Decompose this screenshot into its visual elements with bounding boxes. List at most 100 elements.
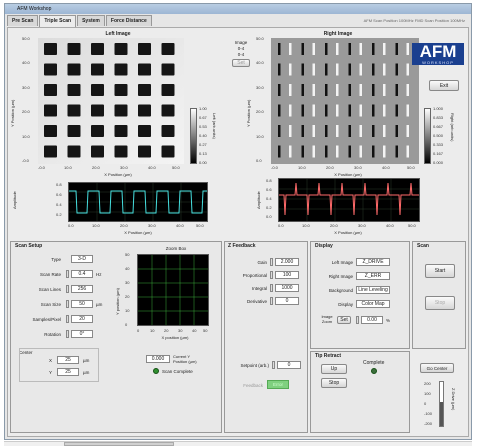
colorbar-tick: 1.000 <box>433 106 444 111</box>
rotation-stepper[interactable] <box>66 330 69 338</box>
samples-pixel-input[interactable]: 20 <box>71 315 93 323</box>
right-image-edge-dark <box>348 125 351 137</box>
left-image-select-label: Left Image <box>331 260 353 265</box>
colorbar-tick: 0.00 <box>199 160 207 165</box>
setpoint-stepper[interactable] <box>272 361 275 369</box>
left-image-yticks: 50.0 40.0 30.0 20.0 10.0 -0.0 <box>22 36 34 168</box>
left-image-title: Left Image <box>105 31 131 37</box>
rotation-label: Rotation <box>44 332 61 337</box>
xtick: 0.0 <box>278 223 284 228</box>
scan-size-input[interactable]: 50 <box>71 300 93 308</box>
left-image-feature <box>67 125 81 137</box>
tab-triple-scan[interactable]: Triple Scan <box>39 15 77 27</box>
feedback-error-button[interactable]: Error <box>267 380 289 389</box>
horizontal-scrollbar[interactable] <box>4 441 472 446</box>
z-drive-label: Z Drive (µm) <box>451 388 456 411</box>
ytick: 0.4 <box>56 202 62 207</box>
scan-rate-stepper[interactable] <box>66 270 69 278</box>
right-image-edge-light <box>383 145 386 158</box>
right-image-edge-dark <box>395 104 398 117</box>
right-image-select[interactable]: Z_ERR <box>356 272 390 280</box>
right-image-edge-light <box>312 125 315 137</box>
exit-button[interactable]: Exit <box>429 80 459 91</box>
tab-force-distance[interactable]: Force Distance <box>105 15 152 26</box>
display-select[interactable]: Color Map <box>356 300 390 308</box>
background-select[interactable]: Line Leveling <box>356 286 390 294</box>
right-profile-yticks: 0.8 0.6 0.4 0.2 0.0 <box>266 178 276 224</box>
left-image-feature <box>67 145 81 158</box>
right-image-edge-dark <box>395 125 398 137</box>
tip-complete-label: Complete <box>363 360 385 366</box>
tip-up-button[interactable]: Up <box>321 364 347 374</box>
right-line-profile-svg <box>279 179 419 221</box>
derivative-stepper[interactable] <box>270 297 273 305</box>
start-button[interactable]: Start <box>425 264 455 278</box>
zoom-box-svg <box>138 255 208 325</box>
right-image-edge-light <box>359 145 362 158</box>
scan-lines-stepper[interactable] <box>66 285 69 293</box>
left-image-xticks: -0.0 10.0 20.0 30.0 40.0 50.0 <box>38 165 184 171</box>
ytick: 20 <box>125 294 130 299</box>
image-zoom-label: Image Zoom <box>321 314 333 324</box>
go-center-button[interactable]: Go Center <box>420 363 454 373</box>
zoom-xlabel: X position (µm) <box>161 335 189 340</box>
xtick: 50.0 <box>407 165 415 170</box>
image-zoom-set-button[interactable]: Set <box>337 316 351 324</box>
left-image-feature <box>91 43 104 55</box>
left-image-feature <box>44 145 57 158</box>
image-zoom-stepper[interactable] <box>356 316 359 324</box>
zoom-ylabel: Y position (µm) <box>115 288 120 316</box>
stop-button[interactable]: Stop <box>425 296 455 310</box>
right-image-edge-light <box>336 125 339 137</box>
scan-size-stepper[interactable] <box>66 300 69 308</box>
colorbar-tick: 0.67 <box>199 115 207 120</box>
proportional-stepper[interactable] <box>270 271 273 279</box>
proportional-label: Proportional <box>242 273 267 278</box>
image-zoom-input[interactable]: 0.00 <box>361 316 383 324</box>
display-select-label: Display <box>338 302 353 307</box>
proportional-input[interactable]: 100 <box>275 271 299 279</box>
tab-system[interactable]: System <box>77 15 105 26</box>
gain-input[interactable]: 2.000 <box>275 258 299 266</box>
image-index-set-button[interactable]: Set <box>232 59 250 67</box>
scan-lines-input[interactable]: 256 <box>71 285 93 293</box>
xtick: 50.0 <box>408 223 416 228</box>
integral-stepper[interactable] <box>270 284 273 292</box>
scan-rate-input[interactable]: 0.4 <box>71 270 93 278</box>
ytick: 50.0 <box>256 36 264 41</box>
colorbar-tick: 0.833 <box>433 115 444 120</box>
ytick: 0.2 <box>56 212 62 217</box>
xtick: 40.0 <box>176 223 184 228</box>
left-image-feature <box>91 84 104 96</box>
setpoint-input[interactable]: 0 <box>277 361 301 369</box>
left-image-feature <box>44 125 57 137</box>
right-image-edge-dark <box>278 145 281 158</box>
type-select[interactable]: 3-D <box>71 255 93 263</box>
zoom-box-plot[interactable] <box>137 254 209 326</box>
right-image-edge-dark <box>278 125 281 137</box>
integral-label: Integral <box>251 286 267 291</box>
gain-stepper[interactable] <box>270 258 273 266</box>
right-image-edge-light <box>406 63 409 76</box>
right-image-edge-dark <box>372 63 375 76</box>
integral-input[interactable]: 1000 <box>275 284 299 292</box>
right-image-edge-light <box>312 63 315 76</box>
samples-pixel-stepper[interactable] <box>66 315 69 323</box>
xtick: 10.0 <box>298 165 306 170</box>
tab-pre-scan[interactable]: Pre Scan <box>7 15 39 26</box>
center-y-input[interactable]: 25 <box>57 368 79 376</box>
left-image-feature <box>44 104 57 117</box>
center-x-input[interactable]: 25 <box>57 356 79 364</box>
right-image-edge-light <box>312 43 315 55</box>
right-image-edge-light <box>312 84 315 96</box>
scrollbar-thumb[interactable] <box>64 442 174 446</box>
xtick: 20 <box>164 328 169 333</box>
rotation-input[interactable]: 0° <box>71 330 93 338</box>
ztick: 0 <box>424 401 427 406</box>
left-image-select[interactable]: Z_DRIVE <box>356 258 390 266</box>
center-label: Center <box>19 350 33 355</box>
tip-stop-button[interactable]: Stop <box>321 378 347 388</box>
left-colorbar-ticks: 1.00 0.67 0.53 0.40 0.27 0.13 0.00 <box>199 106 213 166</box>
right-profile-xticks: 0.0 10.0 20.0 30.0 40.0 50.0 <box>278 223 420 229</box>
derivative-input[interactable]: 0 <box>275 297 299 305</box>
